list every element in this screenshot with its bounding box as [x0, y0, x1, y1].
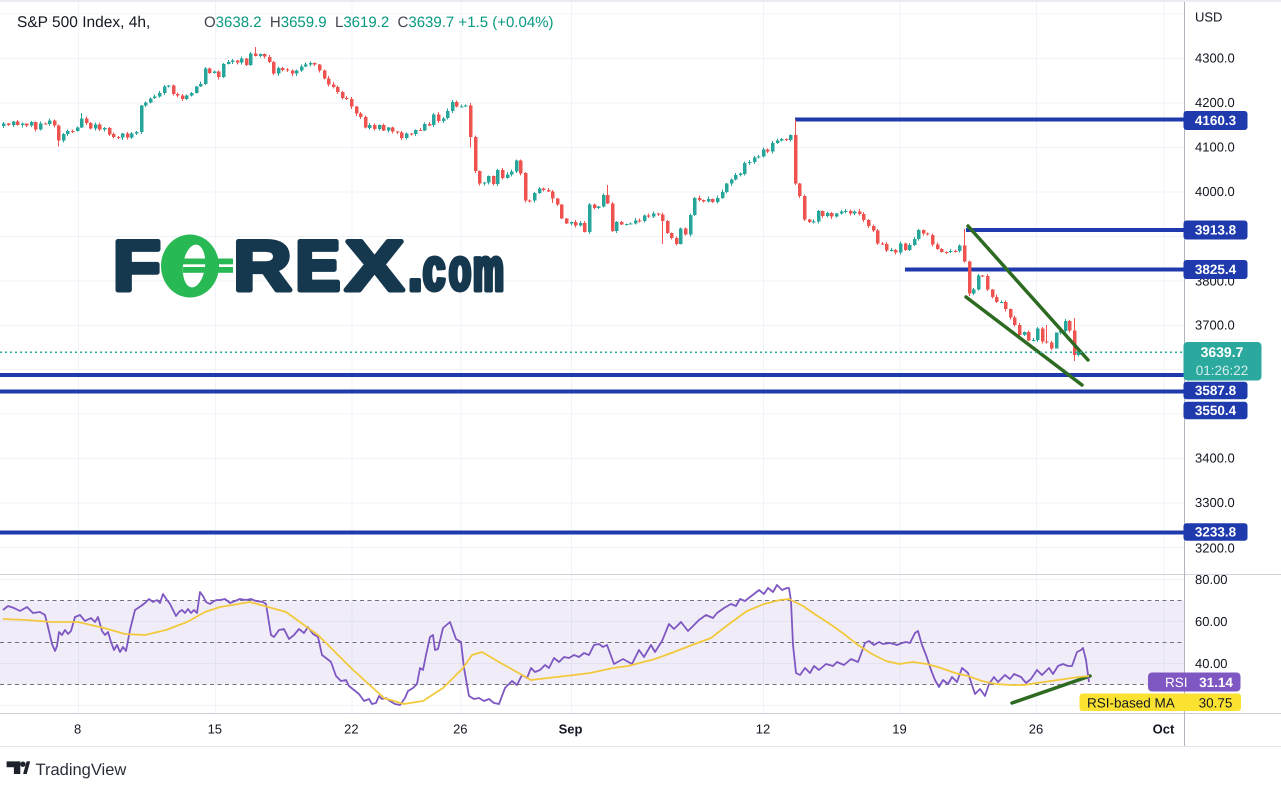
- svg-text:S&P 500 Index, 4h,: S&P 500 Index, 4h,: [17, 14, 150, 31]
- svg-text:3639.7: 3639.7: [1201, 344, 1244, 360]
- svg-text:4300.0: 4300.0: [1195, 51, 1235, 66]
- svg-text:3550.4: 3550.4: [1195, 403, 1237, 418]
- svg-text:30.75: 30.75: [1199, 696, 1233, 711]
- svg-text:4200.0: 4200.0: [1195, 95, 1235, 110]
- svg-text:RSI: RSI: [1165, 675, 1188, 690]
- svg-text:3913.8: 3913.8: [1195, 223, 1237, 238]
- svg-text:40.00: 40.00: [1195, 656, 1228, 671]
- svg-text:TradingView: TradingView: [36, 761, 127, 779]
- svg-text:3200.0: 3200.0: [1195, 541, 1235, 556]
- svg-text:8: 8: [74, 722, 81, 737]
- svg-text:19: 19: [892, 722, 906, 737]
- svg-text:22: 22: [344, 722, 358, 737]
- svg-text:31.14: 31.14: [1199, 675, 1233, 690]
- svg-text:3700.0: 3700.0: [1195, 318, 1235, 333]
- svg-text:Oct: Oct: [1153, 722, 1175, 737]
- svg-text:15: 15: [208, 722, 222, 737]
- svg-text:3233.8: 3233.8: [1195, 525, 1237, 540]
- svg-text:USD: USD: [1195, 10, 1222, 25]
- svg-text:01:26:22: 01:26:22: [1196, 363, 1249, 378]
- svg-text:12: 12: [756, 722, 770, 737]
- svg-text:3825.4: 3825.4: [1195, 262, 1237, 277]
- svg-text:80.00: 80.00: [1195, 572, 1228, 587]
- svg-text:26: 26: [1029, 722, 1043, 737]
- svg-text:RSI-based MA: RSI-based MA: [1087, 696, 1175, 711]
- svg-text:Sep: Sep: [559, 722, 583, 737]
- svg-text:4160.3: 4160.3: [1195, 113, 1237, 128]
- svg-text:3300.0: 3300.0: [1195, 495, 1235, 510]
- svg-text:4000.0: 4000.0: [1195, 184, 1235, 199]
- svg-text:3400.0: 3400.0: [1195, 451, 1235, 466]
- svg-text:4100.0: 4100.0: [1195, 140, 1235, 155]
- svg-text:O3638.2 H3659.9 L3619.2 C36: O3638.2 H3659.9 L3619.2 C3639.7 +1.5 (+0…: [204, 14, 554, 31]
- svg-text:3587.8: 3587.8: [1195, 383, 1237, 398]
- svg-text:60.00: 60.00: [1195, 614, 1228, 629]
- svg-text:26: 26: [453, 722, 467, 737]
